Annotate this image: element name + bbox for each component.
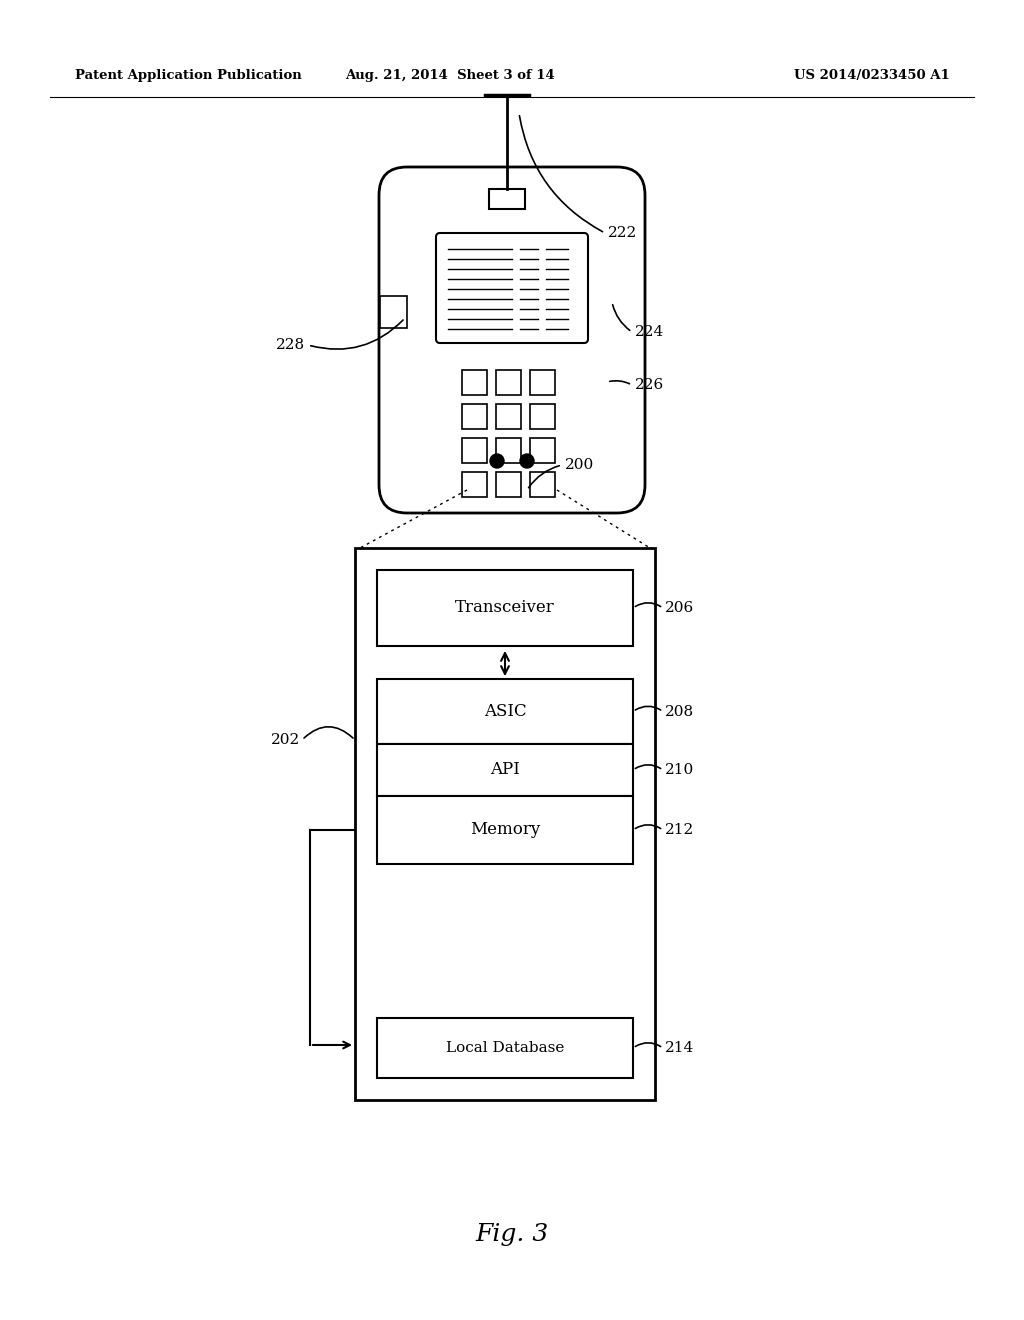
Circle shape [492,255,505,267]
Bar [462,404,487,429]
Text: 210: 210 [665,763,694,777]
Circle shape [506,268,518,281]
FancyBboxPatch shape [379,168,645,513]
Text: 202: 202 [270,733,300,747]
Text: ASIC: ASIC [483,704,526,719]
Bar [355,548,655,1100]
Circle shape [519,255,532,267]
Bar [530,438,555,463]
Text: Local Database: Local Database [445,1041,564,1055]
Circle shape [477,240,490,253]
Text: Transceiver: Transceiver [455,599,555,616]
Text: Aug. 21, 2014  Sheet 3 of 14: Aug. 21, 2014 Sheet 3 of 14 [345,69,555,82]
Text: 206: 206 [665,601,694,615]
Text: 212: 212 [665,822,694,837]
Text: 208: 208 [665,705,694,718]
Text: Patent Application Publication: Patent Application Publication [75,69,302,82]
Bar [496,473,521,498]
Bar [489,189,525,209]
Bar [530,370,555,395]
Bar [530,473,555,498]
Text: 228: 228 [275,338,305,352]
Bar [377,678,633,744]
FancyBboxPatch shape [436,234,588,343]
Circle shape [534,268,547,281]
Text: Memory: Memory [470,821,540,838]
Bar [380,296,407,327]
Bar [496,438,521,463]
Bar [462,473,487,498]
Text: Fig. 3: Fig. 3 [475,1224,549,1246]
Text: 222: 222 [608,226,637,240]
Bar [377,570,633,645]
Text: 200: 200 [565,458,594,473]
Bar [496,370,521,395]
Circle shape [477,268,490,281]
Text: 224: 224 [635,325,665,339]
Text: 214: 214 [665,1041,694,1055]
Bar [496,404,521,429]
Text: 226: 226 [635,378,665,392]
Bar [377,796,633,865]
Circle shape [520,454,534,469]
Text: US 2014/0233450 A1: US 2014/0233450 A1 [795,69,950,82]
Bar [530,404,555,429]
Bar [462,370,487,395]
Text: API: API [490,762,520,779]
Circle shape [506,240,518,253]
Circle shape [490,454,504,469]
Bar [377,1018,633,1078]
Circle shape [534,240,547,253]
Bar [377,744,633,796]
Bar [462,438,487,463]
